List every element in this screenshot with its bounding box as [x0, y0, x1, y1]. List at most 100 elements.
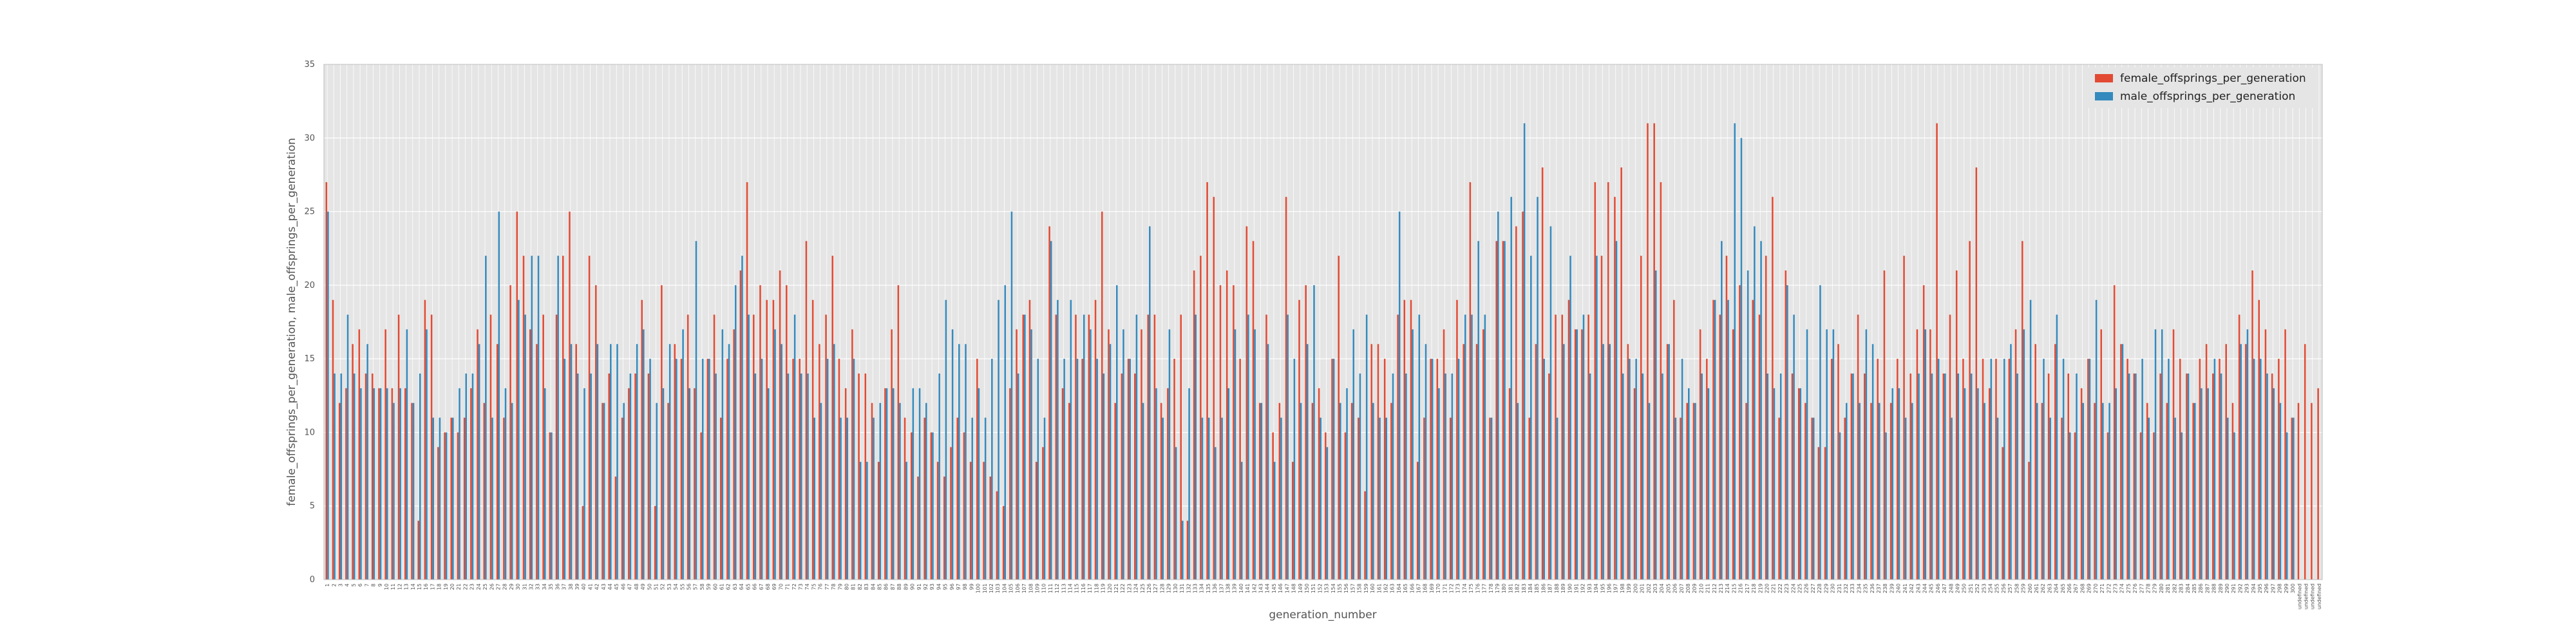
bar-male	[426, 329, 428, 580]
x-tick-label: 55	[679, 583, 685, 590]
bar-male	[1438, 388, 1440, 580]
bar-female	[483, 402, 486, 580]
x-tick-label: 202	[1646, 583, 1652, 593]
x-tick-label: 23	[469, 583, 475, 590]
x-tick-label: 173	[1455, 583, 1461, 593]
bar-female	[601, 402, 603, 580]
bar-female	[365, 374, 367, 580]
bar-male	[1602, 344, 1604, 580]
bar-male	[2088, 359, 2091, 580]
bar-male	[2293, 417, 2295, 580]
bar-female	[1121, 374, 1123, 580]
x-tick-label: 169	[1429, 583, 1435, 593]
bar-male	[2102, 402, 2104, 580]
x-tick-label: 81	[851, 583, 857, 590]
bar-female	[588, 256, 591, 580]
x-tick-label: 30	[515, 583, 521, 590]
bar-male	[1523, 123, 1526, 580]
x-tick-label: 260	[2027, 583, 2033, 593]
x-tick-label: 179	[1495, 583, 1501, 593]
bar-male	[2115, 388, 2117, 580]
bar-male	[965, 344, 967, 580]
bar-male	[1734, 123, 1736, 580]
x-tick-label: 25	[482, 583, 488, 590]
bar-male	[781, 344, 782, 580]
bar-female	[1528, 417, 1531, 580]
bar-male	[1648, 402, 1651, 580]
bar-female	[397, 314, 400, 580]
bar-male	[576, 374, 579, 580]
x-tick-label: 184	[1528, 583, 1533, 593]
x-tick-label: 114	[1068, 583, 1074, 593]
bar-female	[2219, 359, 2221, 580]
bar-male	[1208, 417, 1210, 580]
x-tick-label: 231	[1837, 583, 1842, 593]
bar-female	[1325, 432, 1327, 580]
bar-male	[2253, 359, 2255, 580]
bar-female	[1305, 285, 1307, 580]
x-tick-label: 138	[1225, 583, 1231, 593]
x-tick-label: 277	[2139, 583, 2145, 593]
x-tick-label: 280	[2159, 583, 2164, 593]
x-tick-label: 137	[1218, 583, 1224, 593]
bar-male	[1879, 402, 1880, 580]
x-tick-label: 204	[1659, 583, 1665, 593]
bar-female	[1706, 359, 1708, 580]
x-tick-label: 189	[1560, 583, 1566, 593]
bar-male	[748, 314, 750, 580]
bar-male	[1340, 402, 1341, 580]
bar-male	[1490, 417, 1493, 580]
bar-male	[1162, 417, 1164, 580]
bar-female	[1962, 359, 1964, 580]
bar-male	[1227, 388, 1230, 580]
x-tick-label: 98	[962, 583, 968, 590]
x-tick-label: 254	[1988, 583, 1994, 593]
x-tick-label: 135	[1206, 583, 1211, 593]
x-tick-label: 166	[1409, 583, 1415, 593]
x-tick-label: 279	[2152, 583, 2158, 593]
bar-male	[2207, 388, 2209, 580]
bar-female	[1200, 256, 1202, 580]
bar-male	[918, 388, 921, 580]
x-tick-label: 34	[542, 583, 547, 590]
x-tick-label: 186	[1540, 583, 1546, 593]
bar-male	[1852, 374, 1854, 580]
bar-male	[2082, 402, 2084, 580]
bar-male	[1688, 388, 1690, 580]
x-tick-label: 127	[1153, 583, 1159, 593]
bar-female	[2238, 314, 2240, 580]
x-tick-label: 93	[929, 583, 935, 590]
x-tick-label: 281	[2165, 583, 2171, 593]
bar-male	[1964, 388, 1966, 580]
bar-female	[936, 462, 939, 580]
x-tick-label: 255	[1994, 583, 2000, 593]
x-tick-label: 69	[772, 583, 777, 590]
bar-female	[2014, 329, 2017, 580]
bar-female	[923, 417, 925, 580]
x-tick-label: 247	[1942, 583, 1947, 593]
bar-female	[391, 388, 393, 580]
bar-male	[2121, 344, 2124, 580]
bar-female	[1443, 329, 1445, 580]
x-tick-label: 84	[870, 583, 876, 590]
x-tick-label: 72	[791, 583, 797, 590]
bar-male	[2049, 417, 2051, 580]
x-tick-label: 57	[693, 583, 699, 590]
bar-male	[1444, 374, 1446, 580]
bar-male	[1418, 314, 1421, 580]
bar-female	[358, 329, 361, 580]
bar-male	[2220, 374, 2222, 580]
bar-male	[695, 241, 697, 580]
bar-female	[2028, 462, 2030, 580]
bar-female	[2047, 374, 2050, 580]
x-tick-label: 14	[410, 583, 416, 590]
bar-male	[524, 314, 526, 580]
bar-female	[1653, 123, 1655, 580]
bar-female	[706, 359, 709, 580]
bar-female	[1410, 299, 1412, 580]
x-tick-label: 295	[2257, 583, 2263, 593]
bar-female	[667, 402, 669, 580]
x-tick-label: 103	[995, 583, 1001, 593]
bar-female	[1719, 314, 1721, 580]
bar-female	[1147, 314, 1150, 580]
